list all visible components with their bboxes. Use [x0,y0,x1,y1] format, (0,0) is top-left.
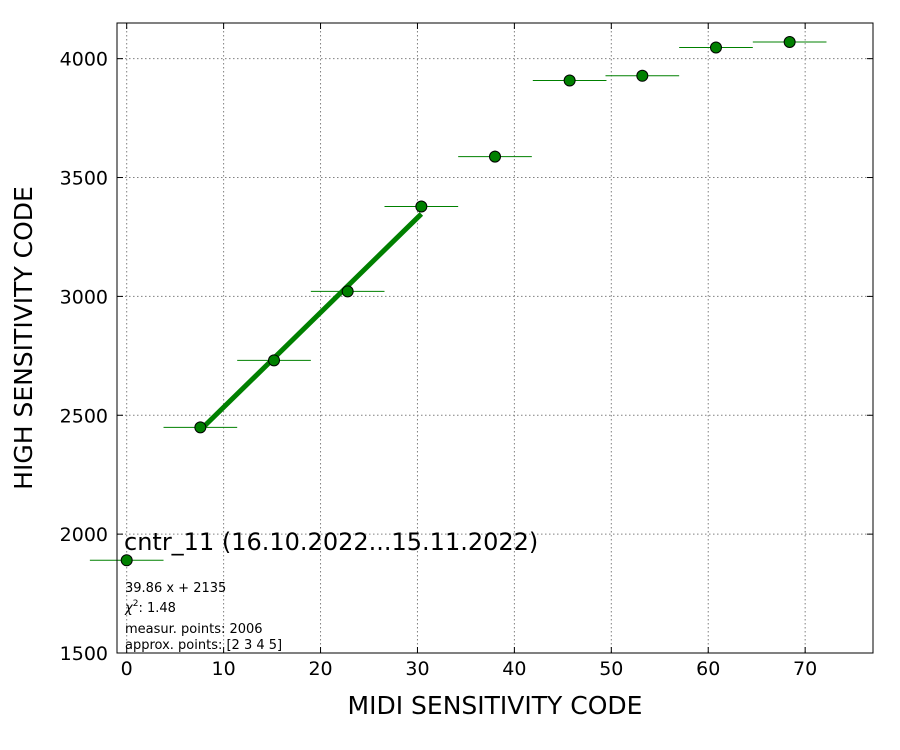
chi-superscript: 2 [133,599,139,609]
x-tick-label: 70 [793,658,817,680]
measur-points: measur. points: 2006 [125,622,263,637]
point-marker [415,200,428,213]
point-marker [783,36,796,49]
y-tick-label: 3500 [60,168,108,190]
point-marker [709,41,722,54]
data-point [605,69,680,82]
data-point [163,421,238,434]
y-tick-label: 1500 [60,643,108,665]
x-tick-label: 30 [405,658,429,680]
y-tick-label: 3000 [60,286,108,308]
y-tick-label: 4000 [60,49,108,71]
chi-squared: χ2: 1.48 [124,599,176,616]
x-tick-label: 20 [308,658,332,680]
point-marker [636,69,649,82]
x-tick-label: 60 [696,658,720,680]
plot-frame [116,22,874,654]
data-point [310,285,385,298]
data-points [89,36,827,567]
point-marker [194,421,207,434]
chi-symbol: χ [124,601,134,616]
x-tick-label: 50 [599,658,623,680]
y-axis-label: HIGH SENSITIVITY CODE [9,186,38,490]
point-marker [120,554,133,567]
point-marker [563,74,576,87]
fit-equation: 39.86 x + 2135 [125,581,226,596]
point-marker [489,150,501,163]
data-point [384,200,459,213]
axis-ticks: 0 10 20 30 40 50 60 70 1500 2000 2500 3000 3500 4000 [60,23,873,680]
x-tick-label: 0 [121,658,133,680]
x-tick-label: 40 [502,658,526,680]
data-point [458,150,532,163]
approx-points: approx. points: [2 3 4 5] [125,638,282,653]
data-point [237,354,311,367]
point-marker [268,354,281,367]
data-point [532,74,607,87]
chi-squared-value: : 1.48 [138,601,175,616]
data-point [752,36,827,49]
x-tick-label: 10 [212,658,236,680]
grid-lines [117,23,873,654]
y-tick-label: 2500 [60,405,108,427]
annotation-title: cntr_11 (16.10.2022...15.11.2022) [124,528,538,556]
data-point [679,41,753,54]
fit-line-group [198,212,424,432]
y-tick-label: 2000 [60,524,108,546]
x-axis-label: MIDI SENSITIVITY CODE [348,691,643,720]
point-marker [341,285,354,298]
data-point [89,554,164,567]
fit-line [198,212,424,432]
